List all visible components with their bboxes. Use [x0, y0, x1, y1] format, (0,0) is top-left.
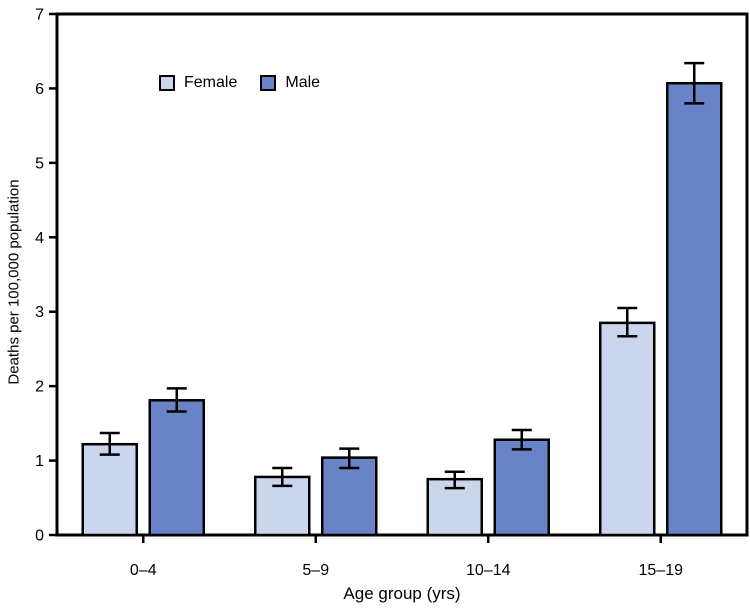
y-tick-label: 6	[35, 81, 44, 98]
bar-female-0	[81, 442, 138, 537]
bar-male-2	[493, 438, 550, 537]
y-tick-label: 4	[35, 230, 44, 247]
y-tick-label: 0	[35, 528, 44, 545]
male-swatch	[260, 75, 277, 91]
x-tick-label: 15–19	[639, 562, 684, 579]
y-tick-label: 1	[35, 453, 44, 470]
x-tick-label: 10–14	[466, 562, 511, 579]
legend-label-female: Female	[184, 74, 238, 91]
y-tick-label: 5	[35, 155, 44, 172]
legend-label-male: Male	[285, 74, 321, 91]
bar-male-1	[321, 456, 378, 537]
bar-male-3	[666, 81, 723, 537]
x-tick-label: 5–9	[302, 562, 329, 579]
plot-border	[55, 12, 749, 537]
y-tick-label: 7	[35, 7, 44, 24]
y-axis-title: Deaths per 100,000 population	[5, 179, 23, 385]
bar-female-2	[426, 477, 483, 537]
x-axis-title: Age group (yrs)	[343, 584, 461, 603]
y-tick-label: 2	[35, 379, 44, 396]
y-tick-label: 3	[35, 304, 44, 321]
bar-male-0	[148, 399, 205, 537]
female-swatch	[159, 75, 175, 91]
legend: Female Male	[159, 75, 320, 91]
bar-female-3	[599, 321, 656, 537]
x-tick-label: 0–4	[130, 562, 157, 579]
legend-item-female: Female	[159, 75, 237, 91]
legend-item-male: Male	[260, 75, 320, 91]
